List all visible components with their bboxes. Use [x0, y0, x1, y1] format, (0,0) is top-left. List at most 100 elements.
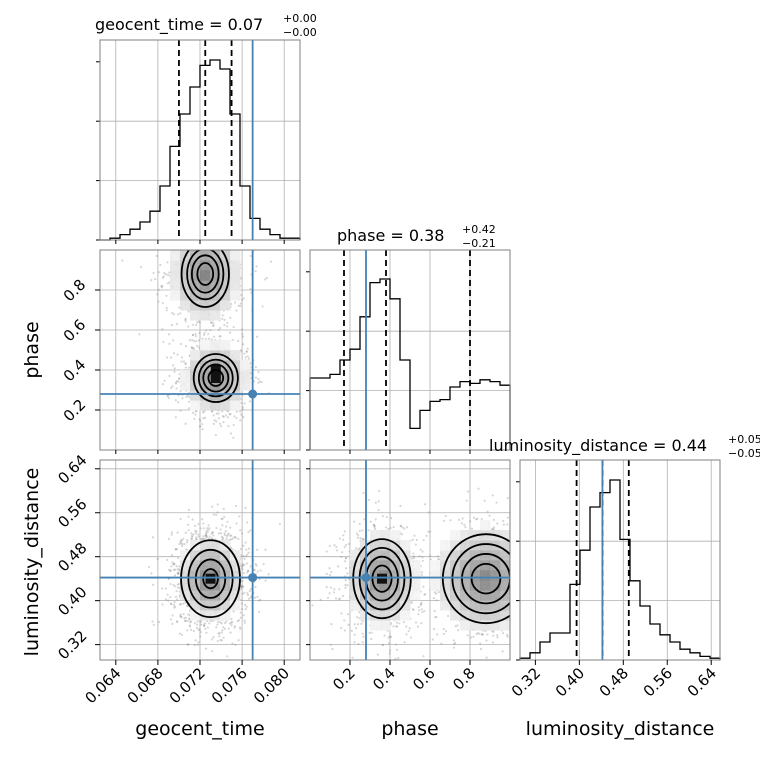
- sample-point: [184, 362, 187, 366]
- sample-point: [540, 551, 542, 553]
- sample-point: [256, 335, 259, 338]
- sample-point: [344, 583, 347, 587]
- sample-point: [206, 227, 208, 229]
- sample-point: [258, 578, 261, 581]
- density-peak-cell: [205, 573, 216, 584]
- sample-point: [235, 309, 238, 312]
- sample-point: [513, 559, 515, 561]
- sample-point: [512, 513, 514, 515]
- sample-point: [175, 620, 179, 623]
- sample-point: [505, 633, 509, 636]
- density-cell: [170, 250, 181, 261]
- sample-point: [205, 536, 208, 539]
- sample-point: [205, 535, 208, 538]
- sample-point: [211, 226, 213, 228]
- sample-point: [195, 323, 198, 327]
- sample-point: [227, 242, 229, 244]
- sample-point: [413, 534, 416, 537]
- density-cell: [230, 370, 241, 381]
- sample-point: [388, 635, 392, 638]
- sample-point: [161, 382, 164, 386]
- sample-point: [222, 626, 225, 629]
- sample-point: [219, 335, 222, 338]
- sample-point: [226, 233, 228, 235]
- sample-point: [176, 353, 179, 356]
- sample-point: [187, 325, 190, 328]
- sample-point: [536, 579, 538, 581]
- sample-point: [242, 544, 245, 547]
- sample-point: [161, 328, 164, 331]
- sample-point: [234, 234, 236, 236]
- density-cell: [210, 610, 221, 621]
- density-cell: [230, 550, 241, 561]
- sample-point: [237, 537, 240, 540]
- panel-ld-histogram: [516, 460, 721, 661]
- sample-point: [524, 578, 526, 580]
- density-cell: [190, 560, 201, 571]
- sample-point: [219, 621, 222, 624]
- sample-point: [358, 611, 361, 614]
- sample-point: [517, 532, 519, 534]
- sample-point: [222, 636, 225, 639]
- sample-point: [436, 633, 439, 636]
- density-cell: [240, 360, 251, 371]
- sample-point: [204, 534, 207, 537]
- sample-point: [221, 629, 224, 632]
- sample-point: [190, 537, 193, 540]
- sample-point: [216, 503, 219, 506]
- density-cell: [500, 540, 510, 551]
- sample-point: [513, 548, 515, 550]
- density-cell: [500, 600, 510, 611]
- sample-point: [173, 606, 176, 609]
- sample-point: [246, 594, 250, 597]
- sample-point: [522, 593, 524, 595]
- sample-point: [344, 579, 347, 582]
- density-cell: [430, 560, 441, 571]
- panel-phase-vs-geocent-time: [100, 226, 300, 450]
- sample-point: [340, 555, 343, 559]
- sample-point: [179, 540, 182, 543]
- sample-point: [244, 608, 247, 611]
- sample-point: [184, 422, 187, 425]
- sample-point: [488, 514, 491, 517]
- density-cell: [450, 610, 461, 621]
- sample-point: [226, 246, 228, 248]
- xtick-label: 0.56: [640, 664, 676, 700]
- density-cell: [230, 270, 241, 281]
- sample-point: [492, 526, 496, 529]
- sample-point: [216, 233, 218, 235]
- sample-point: [170, 602, 173, 605]
- sample-point: [166, 273, 170, 277]
- sample-point: [247, 551, 250, 554]
- sample-point: [344, 557, 347, 560]
- sample-point: [491, 641, 495, 644]
- ylabel-phase: phase: [21, 321, 43, 378]
- density-cell: [380, 620, 391, 631]
- sample-point: [357, 534, 360, 537]
- sample-point: [190, 532, 193, 535]
- sample-point: [415, 538, 418, 542]
- sample-point: [233, 415, 236, 418]
- sample-point: [194, 232, 196, 234]
- sample-point: [330, 623, 333, 626]
- sample-point: [181, 242, 183, 244]
- sample-point: [181, 230, 183, 232]
- sample-point: [346, 613, 350, 616]
- sample-point: [434, 616, 437, 619]
- sample-point: [176, 572, 179, 575]
- sample-point: [206, 626, 210, 629]
- sample-point: [457, 518, 461, 521]
- title-phase: phase = 0.38: [337, 226, 444, 245]
- sample-point: [209, 619, 213, 623]
- title-luminosity-distance: luminosity_distance = 0.44: [489, 436, 707, 456]
- sample-point: [524, 557, 526, 559]
- xtick-label: 0.064: [82, 664, 125, 707]
- sample-point: [328, 567, 331, 570]
- sample-point: [256, 570, 259, 573]
- sample-point: [165, 230, 167, 232]
- density-cell: [170, 290, 181, 301]
- sample-point: [202, 623, 205, 626]
- sample-point: [216, 232, 218, 234]
- sample-point: [195, 626, 198, 630]
- sample-point: [325, 550, 328, 553]
